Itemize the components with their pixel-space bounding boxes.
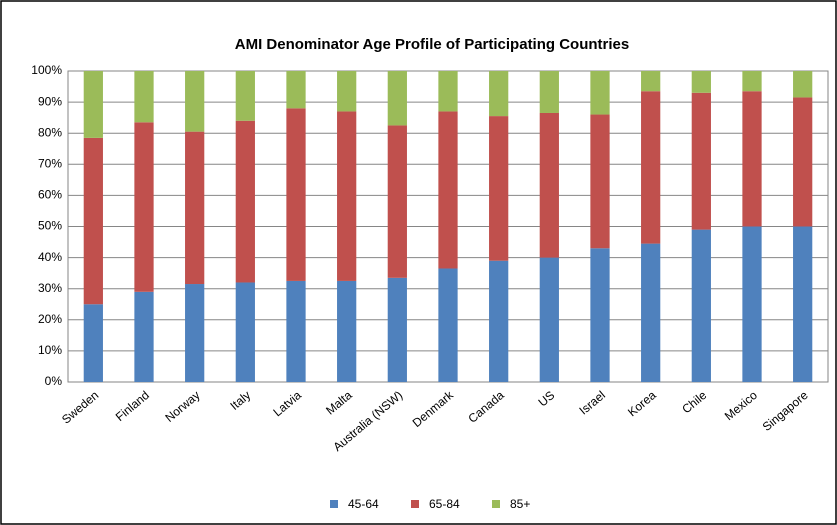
bar-segment: [590, 71, 610, 115]
legend-label: 45-64: [348, 497, 379, 511]
bar-segment: [337, 71, 357, 112]
bar-segment: [539, 257, 559, 382]
bar-segment: [337, 280, 357, 382]
bar-segment: [590, 114, 610, 249]
bar-segment: [387, 71, 407, 126]
bar-segment: [438, 71, 458, 112]
legend-swatch: [492, 500, 500, 508]
bar-segment: [235, 120, 255, 283]
bar-segment: [387, 125, 407, 278]
bar-segment: [641, 243, 661, 382]
bar-segment: [539, 71, 559, 113]
bar-segment: [438, 268, 458, 382]
legend-swatch: [411, 500, 419, 508]
legend-swatch: [330, 500, 338, 508]
bar-segment: [286, 71, 306, 109]
bar-segment: [83, 304, 103, 382]
y-tick-label: 40%: [38, 250, 62, 264]
bar-segment: [83, 71, 103, 138]
bar-segment: [641, 71, 661, 92]
y-tick-label: 70%: [38, 156, 62, 170]
bar-segment: [742, 226, 762, 382]
y-tick-label: 10%: [38, 343, 62, 357]
bar-segment: [793, 97, 813, 227]
legend-label: 85+: [510, 497, 530, 511]
bar-segment: [134, 71, 154, 123]
bar-segment: [185, 131, 205, 285]
bar-segment: [590, 248, 610, 382]
bar-segment: [742, 91, 762, 227]
chart-title: AMI Denominator Age Profile of Participa…: [235, 36, 629, 53]
bar-segment: [235, 282, 255, 382]
y-tick-label: 20%: [38, 312, 62, 326]
bar-segment: [691, 229, 711, 382]
y-tick-label: 80%: [38, 125, 62, 139]
bar-segment: [489, 260, 509, 382]
bar-segment: [83, 137, 103, 305]
bar-segment: [185, 284, 205, 382]
bar-segment: [337, 111, 357, 281]
bar-segment: [387, 277, 407, 382]
bar-segment: [286, 280, 306, 382]
bar-segment: [134, 122, 154, 292]
bar-segment: [286, 108, 306, 281]
bar-segment: [539, 112, 559, 258]
bar-segment: [438, 111, 458, 269]
y-tick-label: 90%: [38, 94, 62, 108]
bar-segment: [691, 92, 711, 230]
bar-segment: [793, 71, 813, 98]
y-tick-label: 50%: [38, 219, 62, 233]
bar-segment: [134, 291, 154, 382]
bar-segment: [235, 71, 255, 121]
y-tick-label: 100%: [31, 63, 62, 77]
bar-segment: [691, 71, 711, 93]
bar-segment: [489, 116, 509, 261]
bar-segment: [793, 226, 813, 382]
y-tick-label: 0%: [45, 374, 63, 388]
bar-segment: [641, 91, 661, 244]
y-tick-label: 30%: [38, 281, 62, 295]
y-tick-label: 60%: [38, 188, 62, 202]
bar-segment: [185, 71, 205, 132]
legend-label: 65-84: [429, 497, 460, 511]
bar-segment: [742, 71, 762, 92]
bar-segment: [489, 71, 509, 117]
